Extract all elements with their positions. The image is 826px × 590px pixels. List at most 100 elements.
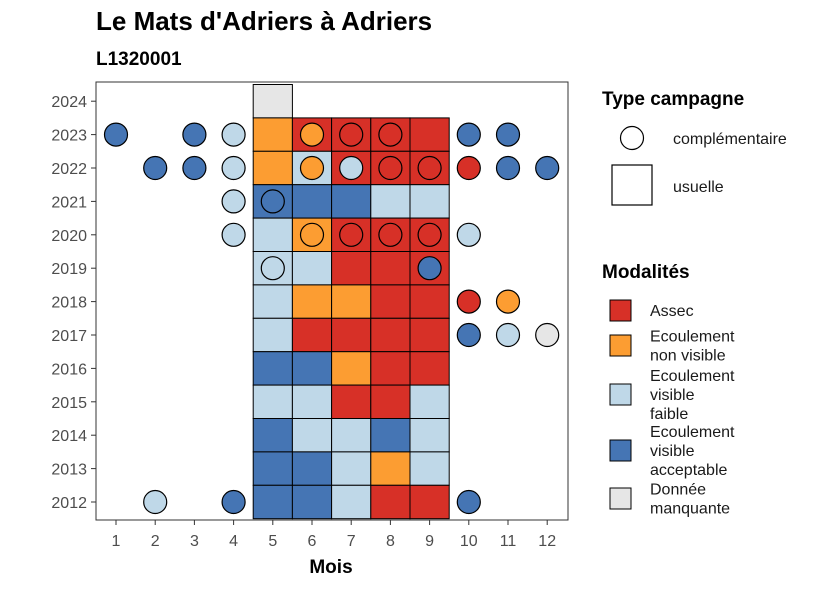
y-tick-label: 2017 — [51, 328, 87, 345]
tile-2014-5 — [252, 418, 293, 453]
y-tick-label: 2021 — [51, 194, 87, 211]
point-2022-10 — [456, 155, 481, 181]
tile-2012-8 — [370, 484, 411, 520]
point-2023-8 — [378, 122, 403, 147]
point-2012-2 — [143, 489, 168, 515]
y-axis: 2012 2013 2014 2015 2016 2017 2018 2019 2020 2021… — [51, 94, 96, 512]
point-2018-11 — [495, 289, 521, 314]
tile-2021-9 — [409, 184, 450, 219]
tile-2014-9 — [409, 418, 450, 453]
tile-2019-6 — [291, 251, 333, 286]
tile-2017-8 — [370, 317, 411, 353]
point-2020-7 — [339, 222, 364, 247]
point-2023-10 — [456, 122, 481, 147]
tile-2023-9 — [409, 117, 450, 152]
x-tick-label: 5 — [268, 533, 277, 550]
tile-2015-6 — [291, 384, 333, 420]
tile-2019-7 — [331, 251, 372, 286]
point-2019-5 — [260, 256, 285, 281]
point-2023-7 — [339, 122, 364, 147]
legend-swatch — [609, 439, 632, 462]
point-2022-11 — [495, 155, 521, 181]
tile-2014-6 — [291, 418, 333, 453]
legend-swatch — [609, 383, 632, 406]
point-2022-7 — [339, 155, 364, 181]
point-2019-9 — [417, 256, 442, 281]
legend-modalities-title: Modalités — [602, 262, 690, 283]
point-2021-4 — [221, 189, 246, 214]
point-2017-10 — [456, 322, 481, 348]
point-2022-2 — [143, 155, 168, 181]
point-2023-4 — [221, 122, 246, 147]
legend-campaign-title: Type campagne — [602, 89, 744, 110]
tile-2013-6 — [291, 451, 333, 486]
point-2023-3 — [182, 122, 207, 147]
y-tick-label: 2024 — [51, 94, 87, 111]
point-2020-4 — [221, 222, 246, 247]
tile-2019-8 — [370, 251, 411, 286]
point-2020-10 — [456, 222, 481, 247]
tile-2013-8 — [370, 451, 411, 486]
x-tick-label: 1 — [112, 533, 121, 550]
tile-2013-7 — [331, 451, 372, 486]
y-tick-label: 2022 — [51, 161, 87, 178]
x-axis: 1 2 3 4 5 6 7 8 9 10 11 12 — [112, 520, 556, 550]
tile-2016-8 — [370, 351, 411, 386]
tile-2018-9 — [409, 284, 450, 319]
tile-2018-6 — [291, 284, 333, 319]
point-2022-9 — [417, 155, 442, 181]
tile-2012-6 — [291, 484, 333, 520]
tile-2018-8 — [370, 284, 411, 319]
point-2022-3 — [182, 155, 207, 181]
chart-subtitle: L1320001 — [96, 49, 182, 70]
legend-campaign-label-usuelle: usuelle — [673, 179, 724, 196]
y-tick-label: 2018 — [51, 295, 87, 312]
x-tick-label: 4 — [229, 533, 238, 550]
tile-2012-5 — [252, 484, 293, 520]
point-2022-12 — [535, 155, 560, 181]
tile-2016-5 — [252, 351, 293, 386]
tile-2021-6 — [291, 184, 333, 219]
tile-2016-6 — [291, 351, 333, 386]
point-2017-12 — [535, 322, 560, 348]
legend-swatch — [609, 299, 632, 322]
x-tick-label: 2 — [151, 533, 160, 550]
tile-2021-7 — [331, 184, 372, 219]
legend-square-swatch — [611, 164, 653, 206]
complementaire-points — [103, 122, 560, 515]
legend-modality-label: Ecoulement visible acceptable — [650, 424, 735, 479]
y-tick-label: 2019 — [51, 261, 87, 278]
tile-2012-9 — [409, 484, 450, 520]
tile-2013-9 — [409, 451, 450, 486]
legend-modality-label: Donnée manquante — [650, 482, 730, 518]
tile-2017-6 — [291, 317, 333, 353]
y-tick-label: 2016 — [51, 361, 87, 378]
x-tick-label: 9 — [425, 533, 434, 550]
tile-2024-5 — [252, 84, 293, 119]
x-tick-label: 12 — [538, 533, 556, 550]
tile-2017-5 — [252, 317, 293, 353]
x-tick-label: 6 — [308, 533, 317, 550]
legend-modality-label: Assec — [650, 303, 694, 320]
point-2023-1 — [103, 122, 129, 147]
tile-2016-7 — [331, 351, 372, 386]
point-2020-6 — [299, 222, 325, 247]
usuelle-tiles — [252, 84, 450, 520]
tile-2017-7 — [331, 317, 372, 353]
x-tick-label: 8 — [386, 533, 395, 550]
chart-title: Le Mats d'Adriers à Adriers — [96, 6, 432, 36]
tile-2015-5 — [252, 384, 293, 420]
plot-border — [95, 81, 569, 521]
tile-2012-7 — [331, 484, 372, 520]
tile-2014-8 — [370, 418, 411, 453]
legend-modalities: Modalités Assec Ecoulement non visible Ecou… — [602, 262, 735, 518]
legend-swatch — [609, 487, 632, 510]
y-tick-label: 2014 — [51, 428, 87, 445]
point-2012-10 — [456, 489, 481, 515]
tile-2016-9 — [409, 351, 450, 386]
legend-swatch — [609, 334, 632, 357]
tile-2023-5 — [252, 117, 293, 152]
legend-modality-label: Ecoulement non visible — [650, 329, 735, 365]
y-tick-label: 2023 — [51, 128, 87, 145]
